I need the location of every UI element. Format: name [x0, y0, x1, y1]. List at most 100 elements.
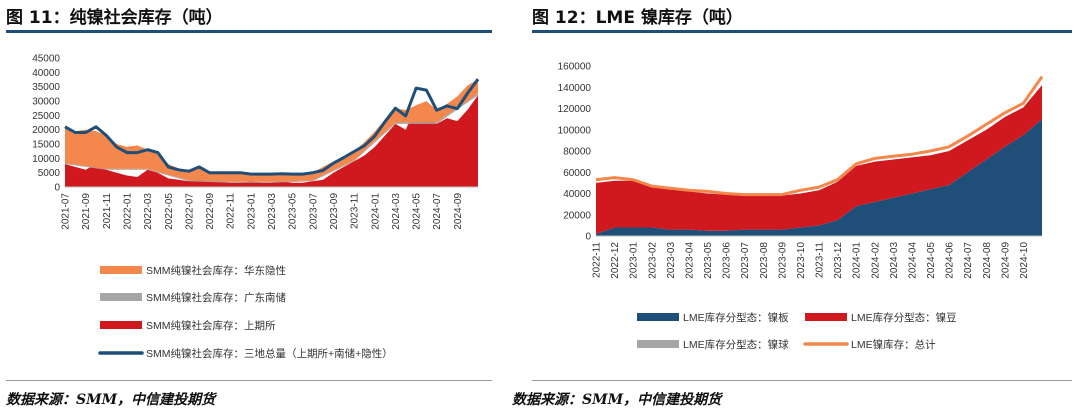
chart2-legend-swatch — [637, 313, 679, 321]
chart1-x-tick-label: 2023-05 — [288, 193, 299, 230]
chart1-legend-label: SMM纯镍社会库存：华东隐性 — [146, 264, 286, 277]
chart2-x-tick-label: 2024-03 — [889, 242, 900, 279]
figure-11-source: 数据来源：SMM，中信建投期货 — [6, 392, 216, 408]
chart2-y-tick-label: 80000 — [563, 147, 591, 158]
figure-12-title-rule — [532, 30, 1072, 33]
chart1-x-tick-label: 2021-09 — [81, 193, 92, 230]
chart1-legend-item: SMM纯镍社会库存：广东南储 — [100, 291, 286, 304]
chart2-x-tick-label: 2024-01 — [852, 242, 863, 279]
chart2-y-tick-label: 140000 — [558, 83, 592, 94]
chart2-x-tick-label: 2023-03 — [666, 242, 677, 279]
figure-11-title-rule — [6, 30, 492, 33]
chart1-legend-item: SMM纯镍社会库存：上期所 — [100, 319, 276, 332]
chart1-x-tick-label: 2024-01 — [370, 193, 381, 230]
chart2-x-tick-label: 2023-10 — [796, 242, 807, 279]
chart1-x-tick-label: 2023-11 — [350, 193, 361, 229]
chart1-y-tick-label: 15000 — [32, 140, 60, 151]
chart2-x-tick-label: 2024-07 — [963, 242, 974, 279]
chart1-y-tick-label: 35000 — [32, 82, 60, 93]
chart2-x-tick-label: 2022-12 — [610, 242, 621, 279]
chart1-legend-swatch — [100, 321, 142, 329]
chart2-legend-swatch — [805, 313, 847, 321]
chart1-legend-swatch — [100, 266, 142, 274]
chart1-x-tick-label: 2024-03 — [391, 193, 402, 230]
chart1-legend-label: SMM纯镍社会库存：三地总量（上期所+南储+隐性） — [146, 347, 393, 360]
chart2-y-tick-label: 120000 — [558, 104, 592, 115]
chart1-line-3 — [64, 78, 480, 176]
chart1-legend-label: SMM纯镍社会库存：上期所 — [146, 319, 276, 332]
chart2-x-tick-label: 2023-01 — [629, 242, 640, 279]
chart2-y-tick-label: 0 — [585, 232, 591, 243]
chart2-area-1 — [596, 85, 1042, 234]
chart2-legend-item: LME库存分型态：镍球 — [637, 338, 789, 351]
chart2-legend-label: LME库存分型态：镍板 — [683, 311, 789, 324]
chart2-x-tick-label: 2023-12 — [833, 242, 844, 279]
chart2-legend-label: LME镍库存：总计 — [851, 338, 936, 351]
chart2-y-tick-label: 20000 — [563, 210, 591, 221]
figure-12-source: 数据来源：SMM，中信建投期货 — [512, 392, 722, 408]
chart2-x-tick-label: 2024-10 — [1019, 242, 1030, 279]
chart2-legend-label: LME库存分型态：镍豆 — [851, 311, 957, 324]
chart2-y-tick-label: 160000 — [558, 62, 592, 73]
chart1-legend-item: SMM纯镍社会库存：三地总量（上期所+南储+隐性） — [98, 347, 393, 360]
chart1-x-tick-label: 2023-07 — [308, 193, 319, 230]
chart2-x-tick-label: 2024-09 — [1000, 242, 1011, 279]
figure-12-title: 图 12：LME 镍库存（吨） — [532, 8, 743, 28]
chart-12-svg: 0 20000 40000 60000 80000 100000 120000 140000 1… — [558, 62, 1044, 351]
chart1-legend-swatch — [100, 293, 142, 301]
chart-11-svg: 0 5000 10000 15000 20000 25000 30000 35000 40000… — [32, 54, 480, 360]
chart1-y-tick-label: 20000 — [32, 125, 60, 136]
figure-11-bottom-rule — [6, 380, 492, 381]
chart1-x-tick-label: 2022-03 — [143, 193, 154, 230]
chart2-x-tick-label: 2023-04 — [684, 242, 695, 279]
chart1-x-tick-label: 2022-07 — [184, 193, 195, 230]
chart1-x-tick-label: 2022-09 — [205, 193, 216, 230]
chart1-x-tick-label: 2023-03 — [267, 193, 278, 230]
chart2-legend-swatch — [637, 340, 679, 348]
chart2-x-tick-label: 2024-06 — [945, 242, 956, 279]
chart1-y-tick-label: 45000 — [32, 54, 60, 65]
chart1-x-tick-label: 2021-07 — [61, 193, 72, 230]
chart2-x-tick-label: 2024-04 — [907, 242, 918, 279]
chart2-y-tick-label: 60000 — [563, 168, 591, 179]
chart2-x-tick-label: 2024-08 — [982, 242, 993, 279]
chart1-x-tick-label: 2023-09 — [329, 193, 340, 230]
figure-12-bottom-rule — [532, 380, 1072, 381]
chart2-x-tick-label: 2024-02 — [870, 242, 881, 279]
chart2-line-3 — [595, 75, 1044, 197]
chart1-x-tick-label: 2024-05 — [412, 193, 423, 230]
chart1-y-tick-label: 30000 — [32, 97, 60, 108]
chart2-x-tick-label: 2024-05 — [926, 242, 937, 279]
chart2-x-tick-label: 2022-11 — [592, 242, 603, 278]
chart2-x-tick-label: 2023-06 — [722, 242, 733, 279]
chart2-legend-label: LME库存分型态：镍球 — [683, 338, 789, 351]
chart2-x-tick-label: 2023-07 — [740, 242, 751, 279]
chart1-y-tick-label: 5000 — [38, 168, 61, 179]
chart1-y-tick-label: 25000 — [32, 111, 60, 122]
chart2-legend-item: LME库存分型态：镍豆 — [805, 311, 957, 324]
chart2-y-tick-label: 40000 — [563, 189, 591, 200]
chart1-legend-item: SMM纯镍社会库存：华东隐性 — [100, 264, 286, 277]
chart1-y-tick-label: 0 — [54, 183, 60, 194]
chart2-legend-item: LME库存分型态：镍板 — [637, 311, 789, 324]
chart1-y-tick-label: 40000 — [32, 68, 60, 79]
chart1-x-tick-label: 2024-07 — [432, 193, 443, 230]
chart2-y-tick-label: 100000 — [558, 125, 592, 136]
chart1-x-tick-label: 2022-11 — [226, 193, 237, 229]
chart1-x-tick-label: 2022-01 — [122, 193, 133, 230]
chart1-legend-label: SMM纯镍社会库存：广东南储 — [146, 291, 286, 304]
chart1-y-tick-label: 10000 — [32, 154, 60, 165]
chart2-x-tick-label: 2023-02 — [647, 242, 658, 279]
chart1-x-tick-label: 2022-05 — [164, 193, 175, 230]
chart1-area-0 — [65, 95, 478, 187]
figure-11-title: 图 11：纯镍社会库存（吨） — [6, 8, 223, 28]
chart2-area-0 — [596, 119, 1042, 236]
chart2-x-tick-label: 2023-08 — [759, 242, 770, 279]
chart2-x-tick-label: 2023-05 — [703, 242, 714, 279]
chart1-x-tick-label: 2021-11 — [102, 193, 113, 229]
chart2-x-tick-label: 2023-11 — [815, 242, 826, 278]
chart2-legend-item: LME镍库存：总计 — [803, 338, 936, 351]
chart1-x-tick-label: 2023-01 — [246, 193, 257, 230]
chart2-x-tick-label: 2023-09 — [777, 242, 788, 279]
chart1-x-tick-label: 2024-09 — [453, 193, 464, 230]
